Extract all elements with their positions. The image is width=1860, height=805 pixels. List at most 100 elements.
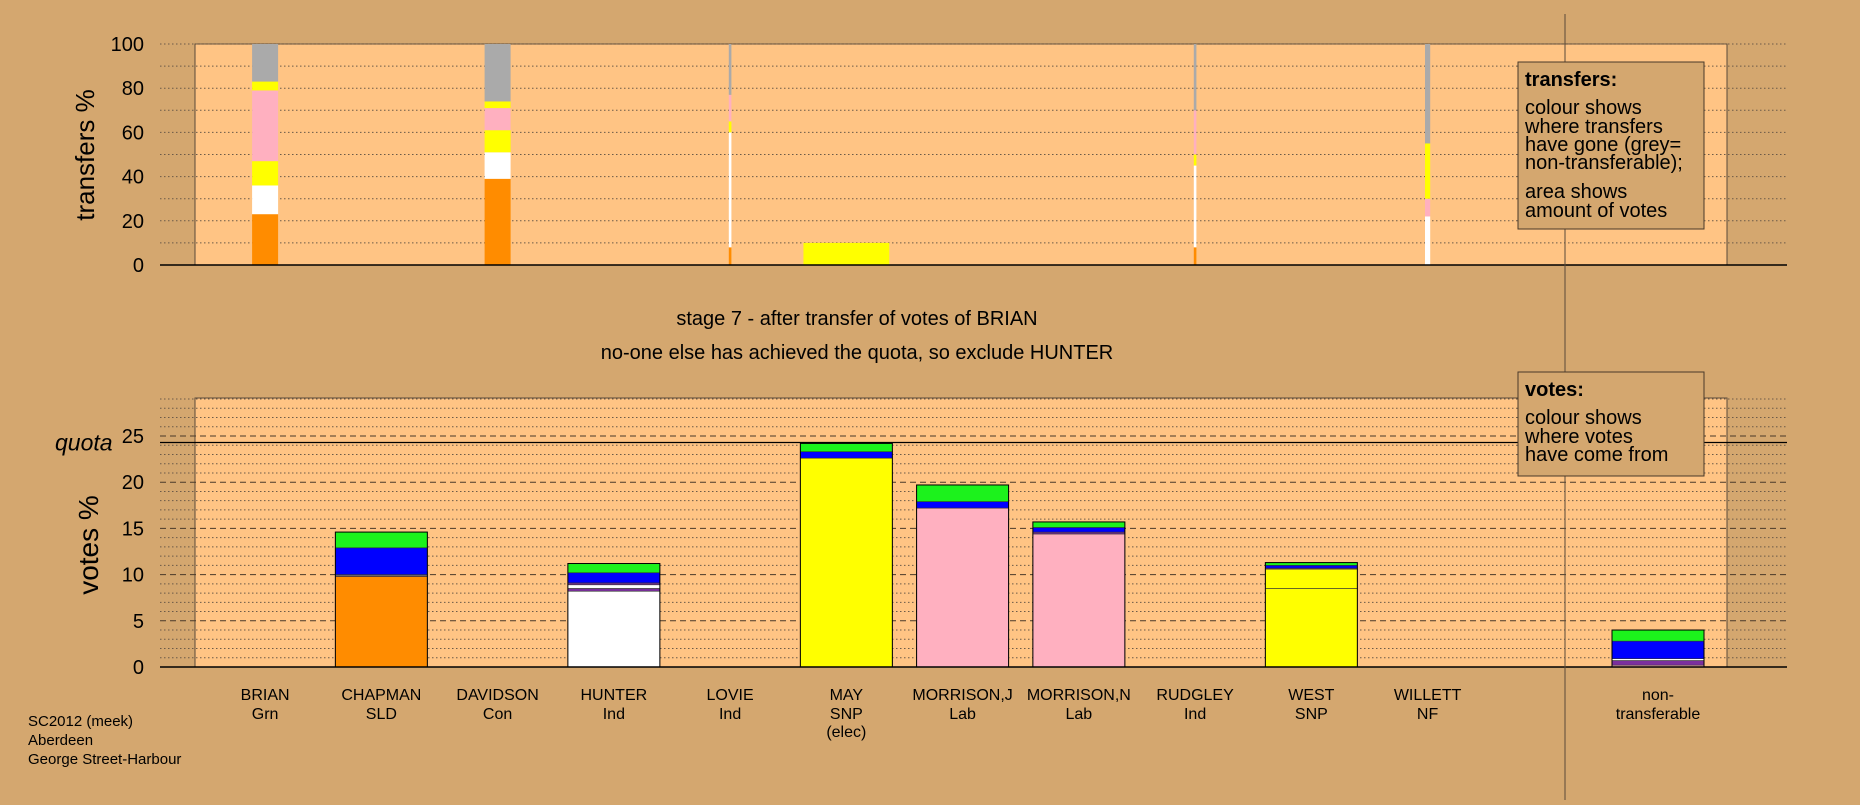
candidate-note: (elec) [826,724,866,741]
candidate-name: HUNTER [581,687,648,704]
candidate-party: Ind [1184,706,1206,723]
votes-tick-label: 25 [122,426,144,448]
transfers-segment-nontransferable [252,44,279,82]
transfers-segment-sld [1193,247,1197,265]
election-footnote: SC2012 (meek) Aberdeen George Street-Har… [28,712,181,769]
votes-segment-ind [567,584,661,589]
transfers-segment-nontransferable [1193,44,1197,111]
transfers-column [728,44,732,265]
votes-column [334,531,428,668]
votes-segment-con [335,547,428,575]
votes-segment-nf [567,588,661,592]
votes-column [1611,629,1705,668]
transfers-segment-ind [252,185,279,215]
candidate-label: MORRISON,N Lab [1027,687,1131,723]
transfers-segment-nontransferable [484,44,511,102]
transfers-segment-nontransferable [1425,44,1431,144]
nontransferable-label-line1: non- [1642,687,1674,704]
footnote-council: Aberdeen [28,732,94,749]
candidate-label: HUNTER Ind [581,687,648,723]
transfers-segment-snp [1193,154,1197,166]
votes-column [916,484,1010,668]
candidate-name: MORRISON,N [1027,687,1131,704]
votes-legend-line: colour shows [1525,407,1642,429]
candidate-label: WILLETT NF [1394,687,1462,723]
stage-subtitle: no-one else has achieved the quota, so e… [601,342,1114,364]
transfers-column [803,242,890,265]
votes-legend-title: votes: [1525,379,1584,401]
candidate-party: Grn [252,706,279,723]
candidate-party: Con [483,706,512,723]
transfers-segment-ind [728,132,732,248]
votes-segment-grn [567,563,661,574]
candidate-name: MAY [830,687,864,704]
votes-segment-con [916,501,1009,509]
transfers-legend-line: where transfers [1524,116,1663,138]
transfers-segment-snp [728,121,732,133]
transfers-segment-sld [252,214,279,265]
votes-segment-grn [1611,629,1705,642]
candidate-name: WILLETT [1394,687,1462,704]
votes-segment-con [800,451,893,459]
votes-tick-label: 0 [133,657,144,679]
transfers-legend-line: area shows [1525,181,1627,203]
votes-legend-line: where votes [1524,426,1633,448]
quota-label: quota [55,429,113,455]
votes-segment-ind [567,590,661,668]
votes-column [567,563,661,668]
votes-axis-label: votes % [73,495,104,595]
stage-title: stage 7 - after transfer of votes of BRI… [676,308,1037,330]
votes-column [1264,562,1358,668]
votes-segment-grn [916,484,1009,502]
votes-legend-frame [1517,371,1705,477]
votes-segment-snp [800,457,893,668]
transfers-segment-snp [484,130,511,153]
footnote-election: SC2012 (meek) [28,713,134,730]
transfers-segment-ind [1193,165,1197,248]
candidate-label: DAVIDSON Con [456,687,538,723]
transfers-legend-line: colour shows [1525,97,1642,119]
transfers-segment-snp [484,101,511,109]
candidate-label: WEST SNP [1288,687,1334,723]
candidate-party: NF [1417,706,1439,723]
transfers-segment-snp [252,81,279,91]
nontransferable-label: non-transferable [1616,687,1701,723]
transfers-column [1425,44,1431,265]
transfers-segment-nontransferable [728,44,732,95]
candidate-label: MAY SNP(elec) [826,687,866,741]
candidate-label: BRIAN Grn [241,687,290,723]
transfers-legend-frame [1517,61,1705,230]
votes-column [1032,521,1126,668]
votes-tick-label: 15 [122,518,144,540]
transfers-legend-title: transfers: [1525,69,1617,91]
transfers-legend-line: amount of votes [1525,200,1667,222]
transfers-legend-line: have gone (grey= [1525,134,1681,156]
candidate-party: SLD [366,706,397,723]
votes-segment-nf [1611,660,1705,666]
transfers-tick-label: 0 [133,255,144,277]
candidate-label: LOVIE Ind [707,687,754,723]
transfers-segment-sld [728,247,732,265]
votes-segment-lab [1032,533,1126,668]
transfers-column [484,44,511,265]
transfers-segment-snp [252,161,279,186]
candidate-party: Lab [949,706,976,723]
candidate-party: SNP [1295,706,1328,723]
votes-tick-label: 5 [133,611,144,633]
transfers-tick-label: 60 [122,122,144,144]
votes-segment-grn [335,531,428,549]
votes-column [799,442,893,668]
votes-segment-grn [1032,521,1126,528]
votes-segment-sld [335,576,428,668]
candidate-name: CHAPMAN [341,687,421,704]
candidate-party: Ind [603,706,625,723]
transfers-segment-ind [484,152,511,179]
transfers-segment-snp [1425,143,1431,199]
votes-tick-label: 10 [122,565,144,587]
candidate-name: BRIAN [241,687,290,704]
votes-segment-con [1032,527,1126,533]
candidate-party: Ind [719,706,741,723]
